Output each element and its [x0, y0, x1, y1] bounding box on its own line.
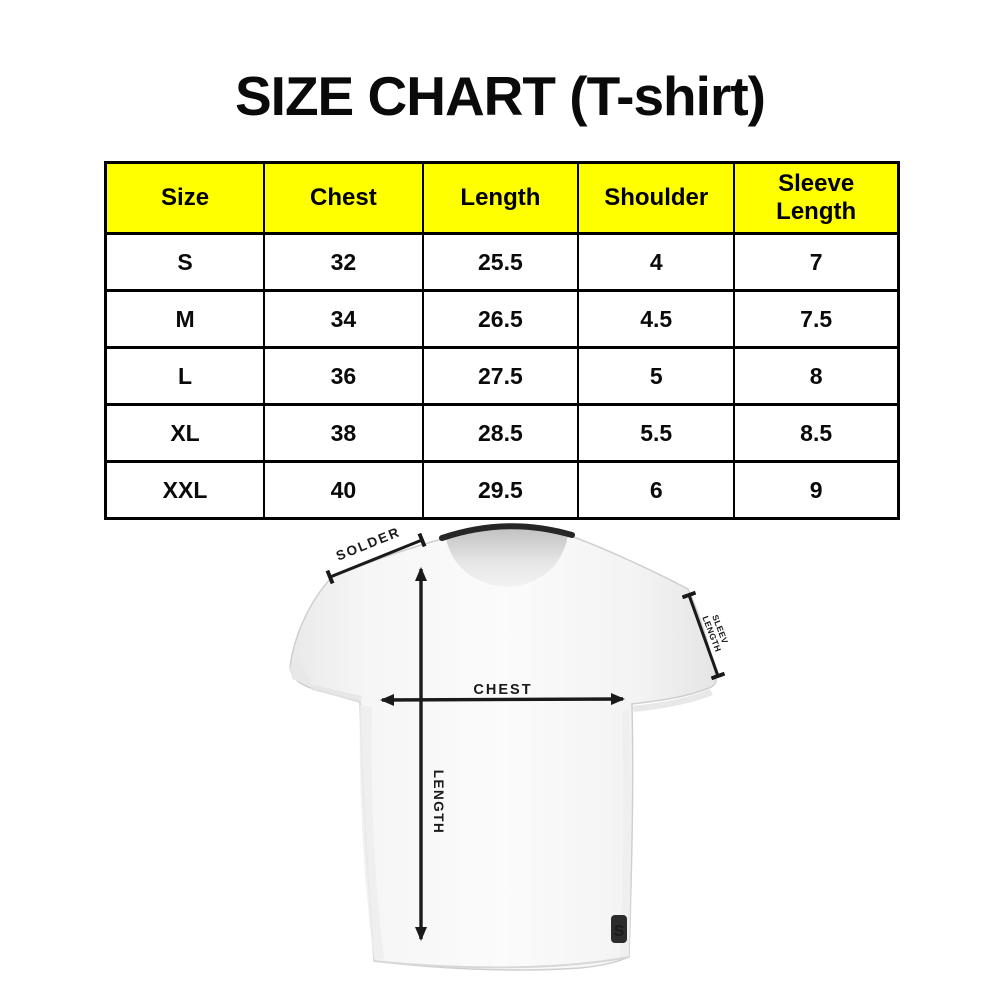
size-cell: L: [104, 346, 266, 406]
chest-cell: 36: [263, 346, 424, 406]
length-cell: 29.5: [421, 460, 580, 520]
left-sleeve-crease: [290, 662, 311, 686]
page-title: SIZE CHART (T-shirt): [235, 65, 766, 127]
neck-opening: [446, 528, 568, 587]
table-row: XXL 40 29.5 6 9: [104, 460, 900, 520]
length-cell: 25.5: [421, 232, 580, 292]
chest-label: CHEST: [473, 682, 532, 698]
sleeve-cell: 7: [733, 232, 900, 292]
shoulder-cell: 5: [577, 346, 736, 406]
table-row: XL 38 28.5 5.5 8.5: [104, 403, 900, 463]
sleeve-cell: 9: [733, 460, 900, 520]
left-sleeve-hem-shadow: [310, 684, 362, 702]
brand-tag-letter: S: [614, 923, 625, 940]
tshirt-body: [289, 527, 717, 971]
header-cell-shoulder: Shoulder: [577, 161, 736, 235]
shoulder-cell: 4.5: [577, 289, 736, 349]
table-row: M 34 26.5 4.5 7.5: [104, 289, 900, 349]
header-cell-sleeve-length: Sleeve Length: [733, 161, 900, 235]
size-cell: XL: [104, 403, 266, 463]
tshirt-illustration: S: [289, 523, 717, 971]
shoulder-cell: 4: [577, 232, 736, 292]
right-side-shadow: [620, 710, 631, 958]
table-row: L 36 27.5 5 8: [104, 346, 900, 406]
collar-band: [439, 523, 575, 541]
hem-line: [373, 956, 630, 969]
chest-cell: 34: [263, 289, 424, 349]
sleeve-cell: 7.5: [733, 289, 900, 349]
size-table: Size Chest Length Shoulder Sleeve Length…: [104, 161, 900, 520]
brand-tag: [611, 915, 627, 943]
measurement-annotations: [325, 532, 726, 941]
tshirt-diagram-svg: S SOLDER CHEST LENGTH SLEEV LENGTH: [289, 523, 730, 971]
sleeve-measure-line: [681, 590, 726, 681]
sleeve-cell: 8: [733, 346, 900, 406]
length-label: LENGTH: [431, 770, 446, 835]
chest-cell: 40: [263, 460, 424, 520]
shoulder-measure-line: [325, 532, 427, 585]
right-sleeve-hem-shadow: [632, 689, 713, 712]
table-header-row: Size Chest Length Shoulder Sleeve Length: [104, 161, 900, 235]
shoulder-cell: 5.5: [577, 403, 736, 463]
size-cell: M: [104, 289, 266, 349]
size-cell: S: [104, 232, 266, 292]
length-cell: 26.5: [421, 289, 580, 349]
chest-measure-arrow: [380, 693, 625, 706]
tshirt-measurement-diagram: S SOLDER CHEST LENGTH SLEEV LENGTH: [280, 508, 740, 980]
length-cell: 27.5: [421, 346, 580, 406]
size-cell: XXL: [104, 460, 266, 520]
chest-cell: 32: [263, 232, 424, 292]
chest-cell: 38: [263, 403, 424, 463]
left-side-shadow: [359, 705, 384, 960]
header-cell-size: Size: [104, 161, 266, 235]
header-cell-length: Length: [421, 161, 580, 235]
length-cell: 28.5: [421, 403, 580, 463]
shoulder-cell: 6: [577, 460, 736, 520]
sleeve-cell: 8.5: [733, 403, 900, 463]
table-row: S 32 25.5 4 7: [104, 232, 900, 292]
header-cell-chest: Chest: [263, 161, 424, 235]
